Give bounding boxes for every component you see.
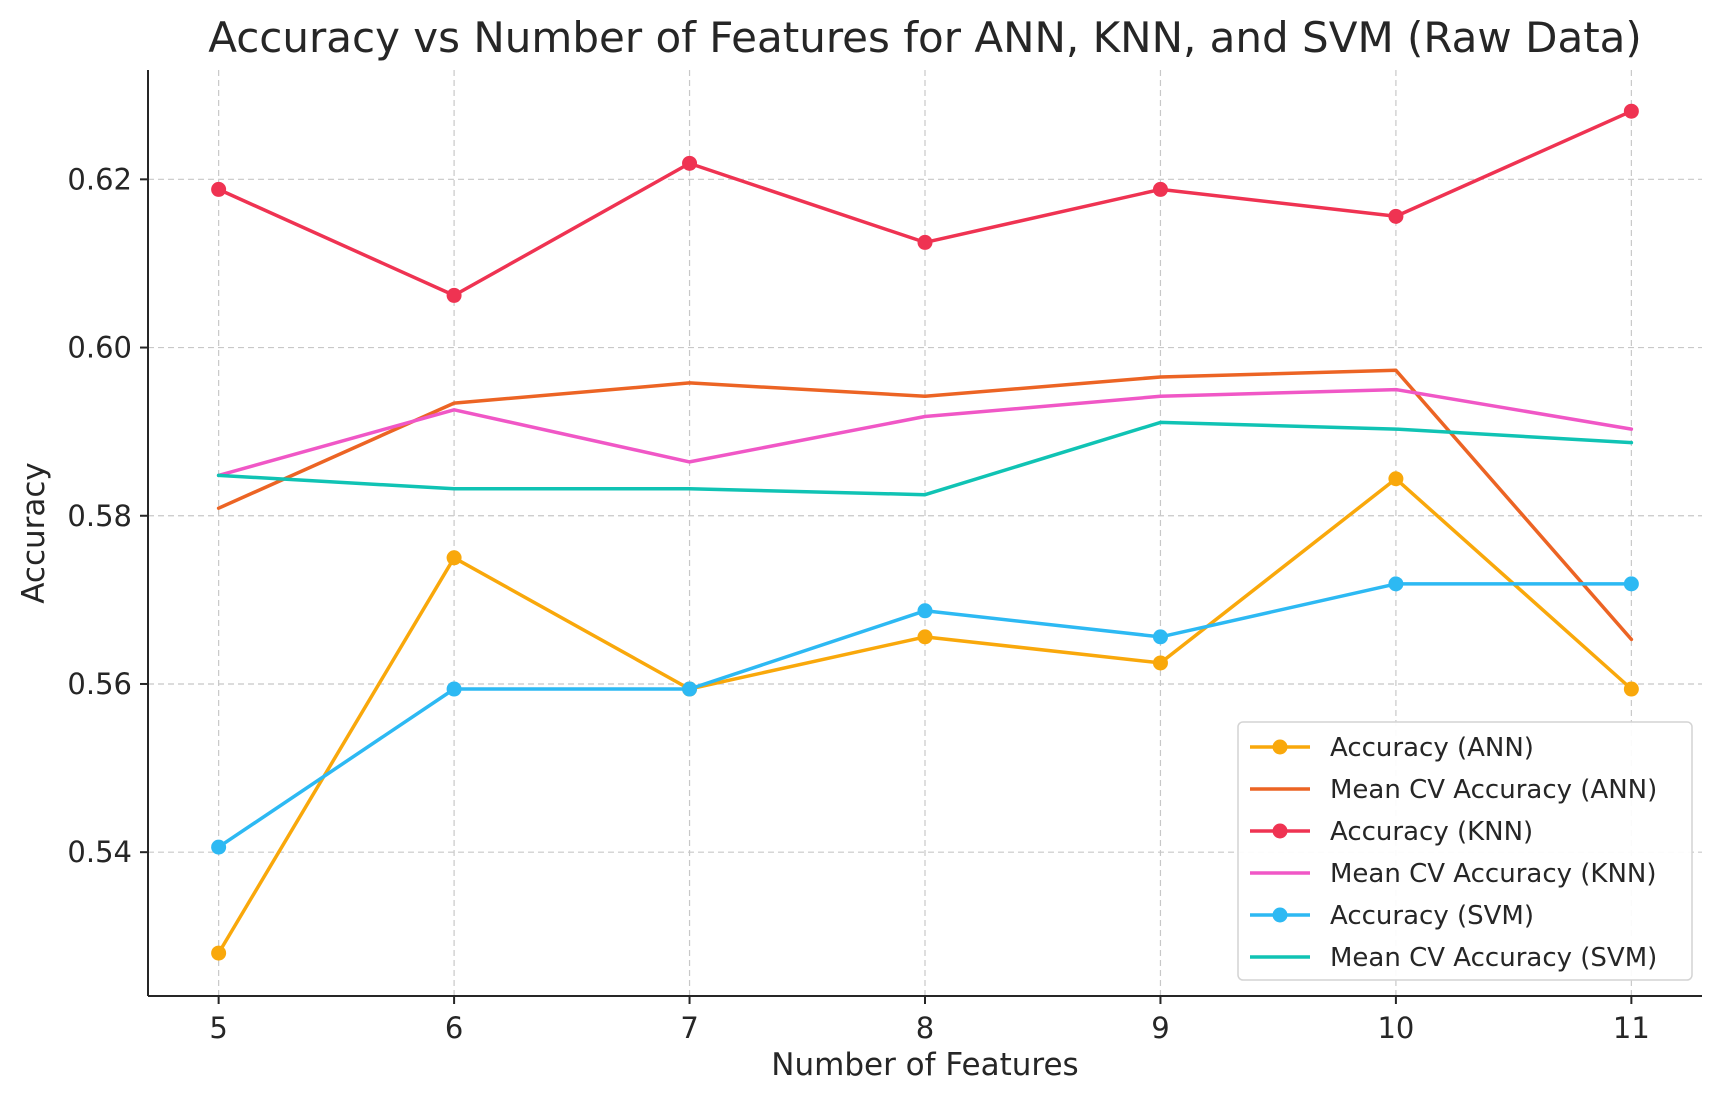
series-5 (216, 420, 1634, 497)
data-point (211, 181, 227, 197)
data-point (682, 681, 698, 697)
legend-item: Mean CV Accuracy (KNN) (1250, 859, 1657, 889)
legend-items: Accuracy (ANN) Mean CV Accuracy (ANN) Accu… (1250, 733, 1657, 973)
series-group (211, 103, 1639, 961)
x-tick-label: 10 (1377, 1011, 1414, 1045)
y-tick-label: 0.58 (67, 499, 132, 533)
series-line (216, 420, 1634, 497)
data-point (1152, 629, 1168, 645)
legend-marker (1272, 823, 1288, 839)
legend-item: Mean CV Accuracy (SVM) (1250, 943, 1657, 973)
x-tick-label: 9 (1151, 1011, 1169, 1045)
x-axis-label: Number of Features (771, 1047, 1078, 1083)
legend-label: Mean CV Accuracy (KNN) (1330, 859, 1657, 889)
data-point (1152, 655, 1168, 671)
data-point (1623, 576, 1639, 592)
x-tick-label: 6 (445, 1011, 463, 1045)
x-tick-label: 11 (1613, 1011, 1650, 1045)
y-tick-label: 0.56 (67, 667, 132, 701)
data-point (446, 287, 462, 303)
series-1 (216, 368, 1634, 642)
series-line (216, 368, 1634, 642)
data-point (1623, 103, 1639, 119)
legend-label: Accuracy (KNN) (1330, 817, 1533, 847)
legend-item: Accuracy (KNN) (1250, 817, 1533, 847)
legend-label: Mean CV Accuracy (SVM) (1330, 943, 1657, 973)
data-point (1623, 681, 1639, 697)
legend-item: Accuracy (ANN) (1250, 733, 1534, 763)
axis-ticks: 5 6 7 8 9 10 11 0.54 0.56 0.58 0.60 0.62 (67, 162, 1649, 1045)
x-tick-label: 5 (209, 1011, 227, 1045)
series-0 (211, 471, 1639, 961)
legend-item: Mean CV Accuracy (ANN) (1250, 775, 1657, 805)
legend-label: Accuracy (SVM) (1330, 901, 1534, 931)
series-4 (211, 576, 1639, 855)
data-point (682, 155, 698, 171)
data-point (211, 945, 227, 961)
y-axis-label: Accuracy (16, 462, 52, 604)
x-tick-label: 8 (916, 1011, 934, 1045)
y-tick-label: 0.60 (67, 331, 132, 365)
data-point (917, 603, 933, 619)
data-point (1388, 471, 1404, 487)
series-line (216, 387, 1634, 478)
data-point (917, 629, 933, 645)
data-point (1388, 208, 1404, 224)
legend: Accuracy (ANN) Mean CV Accuracy (ANN) Accu… (1237, 721, 1693, 981)
series-2 (211, 103, 1639, 303)
data-point (1152, 181, 1168, 197)
legend-label: Mean CV Accuracy (ANN) (1330, 775, 1657, 805)
legend-frame (1237, 721, 1693, 981)
legend-label: Accuracy (ANN) (1330, 733, 1534, 763)
y-tick-label: 0.54 (67, 835, 132, 869)
data-point (446, 550, 462, 566)
data-point (211, 839, 227, 855)
y-tick-label: 0.62 (67, 162, 132, 196)
series-3 (216, 387, 1634, 478)
chart-title: Accuracy vs Number of Features for ANN, … (208, 13, 1642, 62)
data-point (446, 681, 462, 697)
grid-lines (148, 70, 1702, 996)
legend-marker (1272, 739, 1288, 755)
x-tick-label: 7 (680, 1011, 698, 1045)
legend-marker (1272, 907, 1288, 923)
data-point (1388, 576, 1404, 592)
data-point (917, 234, 933, 250)
legend-item: Accuracy (SVM) (1250, 901, 1534, 931)
